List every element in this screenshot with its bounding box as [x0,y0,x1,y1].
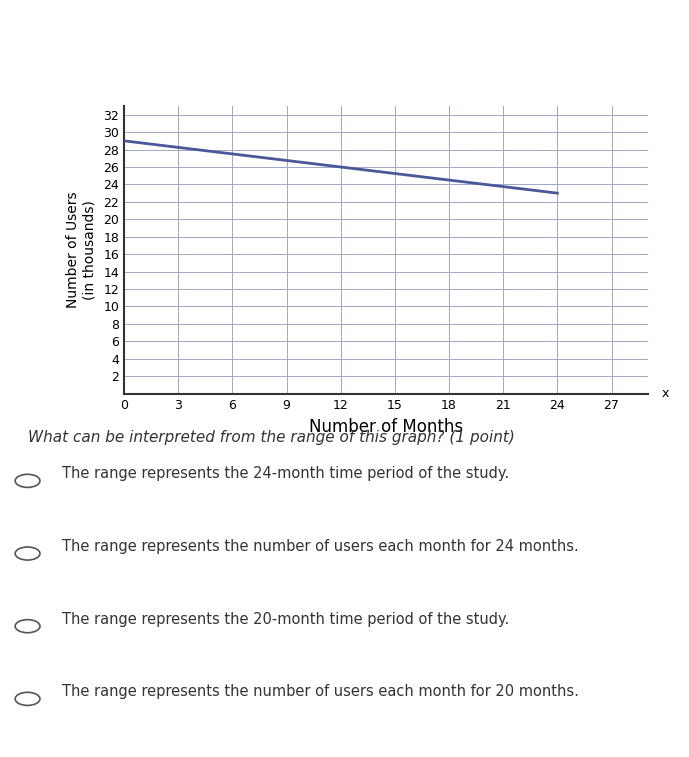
Text: The range represents the number of users each month for 20 months.: The range represents the number of users… [62,684,579,699]
Text: The range represents the 20-month time period of the study.: The range represents the 20-month time p… [62,612,509,627]
Text: The range represents the 24-month time period of the study.: The range represents the 24-month time p… [62,466,509,481]
Text: The range represents the number of users each month for 24 months.: The range represents the number of users… [62,539,579,554]
Circle shape [15,620,40,633]
Circle shape [15,475,40,488]
Y-axis label: Number of Users
(in thousands): Number of Users (in thousands) [66,192,96,308]
Text: x: x [662,387,670,400]
Circle shape [15,693,40,706]
Text: Algebra I / Module 02  Linear Functions: Algebra I / Module 02 Linear Functions [195,38,494,53]
X-axis label: Number of Months: Number of Months [309,419,463,437]
Text: What can be interpreted from the range of this graph? (1 point): What can be interpreted from the range o… [28,430,515,445]
Circle shape [15,547,40,560]
